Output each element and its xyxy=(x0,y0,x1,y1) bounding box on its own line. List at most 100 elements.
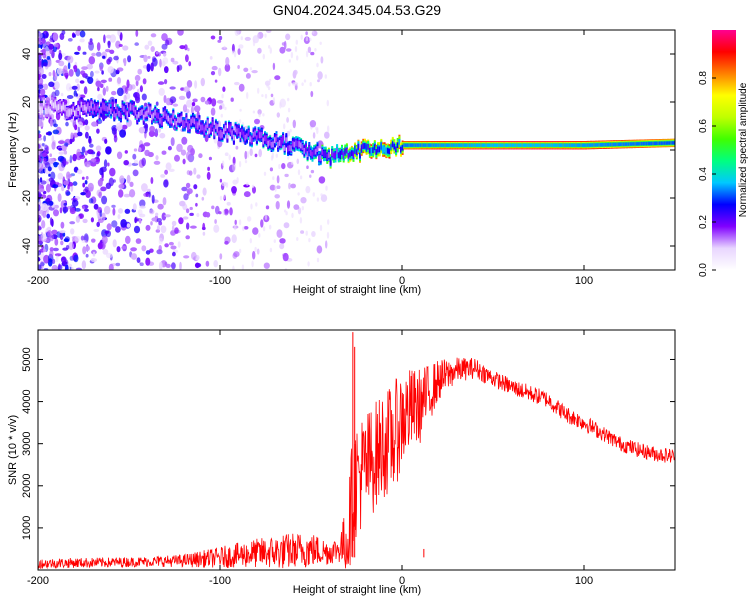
heatmap-cell xyxy=(223,128,226,135)
heatmap-cell xyxy=(138,217,142,224)
heatmap-cell xyxy=(146,110,149,117)
heatmap-cell xyxy=(112,239,117,248)
heatmap-cell xyxy=(305,230,308,236)
heatmap-cell xyxy=(131,162,139,166)
heatmap-cell xyxy=(165,162,172,170)
heatmap-cell xyxy=(447,143,450,147)
heatmap-cell xyxy=(619,142,622,146)
heatmap-cell xyxy=(44,107,47,114)
heatmap-cell xyxy=(305,50,309,58)
heatmap-cell xyxy=(117,77,121,84)
heatmap-cell xyxy=(301,144,304,151)
heatmap-cell xyxy=(642,142,645,146)
heatmap-cell xyxy=(560,143,563,147)
heatmap-cell xyxy=(124,208,131,214)
heatmap-cell xyxy=(238,219,242,226)
heatmap-cell xyxy=(150,221,153,226)
heatmap-cell xyxy=(111,204,116,208)
heatmap-cell xyxy=(481,143,484,147)
heatmap-cell xyxy=(168,168,175,172)
heatmap-cell xyxy=(278,164,281,169)
heatmap-cell xyxy=(70,266,74,270)
heatmap-cell xyxy=(342,152,345,159)
heatmap-cell xyxy=(657,141,660,145)
heatmap-cell xyxy=(38,133,42,139)
heatmap-cell xyxy=(95,80,102,88)
heatmap-cell xyxy=(67,62,71,70)
heatmap-cell xyxy=(170,245,177,250)
heatmap-cell xyxy=(279,238,286,244)
heatmap-cell xyxy=(650,141,653,146)
heatmap-cell xyxy=(269,224,272,230)
heatmap-cell xyxy=(309,150,312,156)
heatmap-cell xyxy=(231,43,235,53)
heatmap-cell xyxy=(103,34,106,44)
heatmap-cell xyxy=(246,151,250,158)
heatmap-cell xyxy=(300,34,303,40)
heatmap-cell xyxy=(161,33,168,42)
heatmap-cell xyxy=(367,143,370,150)
heatmap-cell xyxy=(222,209,225,216)
heatmap-cell xyxy=(249,238,252,244)
heatmap-cell xyxy=(233,50,237,58)
heatmap-cell xyxy=(218,131,221,137)
heatmap-cell xyxy=(665,141,668,145)
heatmap-cell xyxy=(182,216,189,220)
heatmap-cell xyxy=(145,250,151,255)
heatmap-cell xyxy=(65,121,69,127)
heatmap-cell xyxy=(68,242,74,251)
heatmap-cell xyxy=(258,113,261,118)
heatmap-cell xyxy=(101,102,104,109)
heatmap-cell xyxy=(143,192,150,197)
heatmap-cell xyxy=(53,209,59,217)
heatmap-cell xyxy=(271,134,274,138)
heatmap-cell xyxy=(532,143,535,147)
heatmap-cell xyxy=(242,226,245,232)
heatmap-cell xyxy=(208,127,211,134)
heatmap-cell xyxy=(539,143,542,147)
x-tick-label: 100 xyxy=(575,575,593,587)
heatmap-cell xyxy=(85,131,89,139)
heatmap-cell xyxy=(234,30,240,36)
heatmap-cell xyxy=(261,94,264,98)
heatmap-cell xyxy=(375,149,378,155)
heatmap-cell xyxy=(158,261,163,270)
heatmap-cell xyxy=(272,97,276,104)
heatmap-cell xyxy=(132,153,137,160)
heatmap-cell xyxy=(186,99,193,108)
heatmap-cell xyxy=(100,186,107,192)
heatmap-cell xyxy=(234,81,240,86)
heatmap-cell xyxy=(111,90,117,96)
heatmap-cell xyxy=(326,153,329,160)
heatmap-cell xyxy=(46,56,51,60)
heatmap-cell xyxy=(521,143,524,147)
heatmap-cell xyxy=(65,110,68,117)
heatmap-cell xyxy=(637,142,640,146)
heatmap-cell xyxy=(382,146,384,153)
heatmap-cell xyxy=(585,143,588,147)
heatmap-cell xyxy=(100,106,103,113)
heatmap-cell xyxy=(185,235,190,240)
heatmap-cell xyxy=(414,143,417,147)
heatmap-cell xyxy=(51,141,56,150)
heatmap-cell xyxy=(88,137,93,144)
heatmap-cell xyxy=(48,177,54,182)
heatmap-cell xyxy=(46,108,49,115)
heatmap-cell xyxy=(151,217,158,222)
heatmap-cell xyxy=(134,74,141,82)
heatmap-cell xyxy=(224,240,229,245)
heatmap-cell xyxy=(440,143,443,147)
heatmap-cell xyxy=(113,55,119,61)
heatmap-cell xyxy=(277,141,280,148)
y-tick-label: -40 xyxy=(21,238,33,254)
heatmap-cell xyxy=(115,40,121,49)
heatmap-cell xyxy=(72,153,77,162)
heatmap-cell xyxy=(254,246,257,253)
heatmap-cell xyxy=(662,141,665,145)
heatmap-cell xyxy=(52,119,57,127)
heatmap-cell xyxy=(246,133,248,140)
heatmap-cell xyxy=(165,113,168,120)
heatmap-cell xyxy=(139,205,146,209)
heatmap-cell xyxy=(252,39,256,47)
heatmap-cell xyxy=(514,143,517,147)
